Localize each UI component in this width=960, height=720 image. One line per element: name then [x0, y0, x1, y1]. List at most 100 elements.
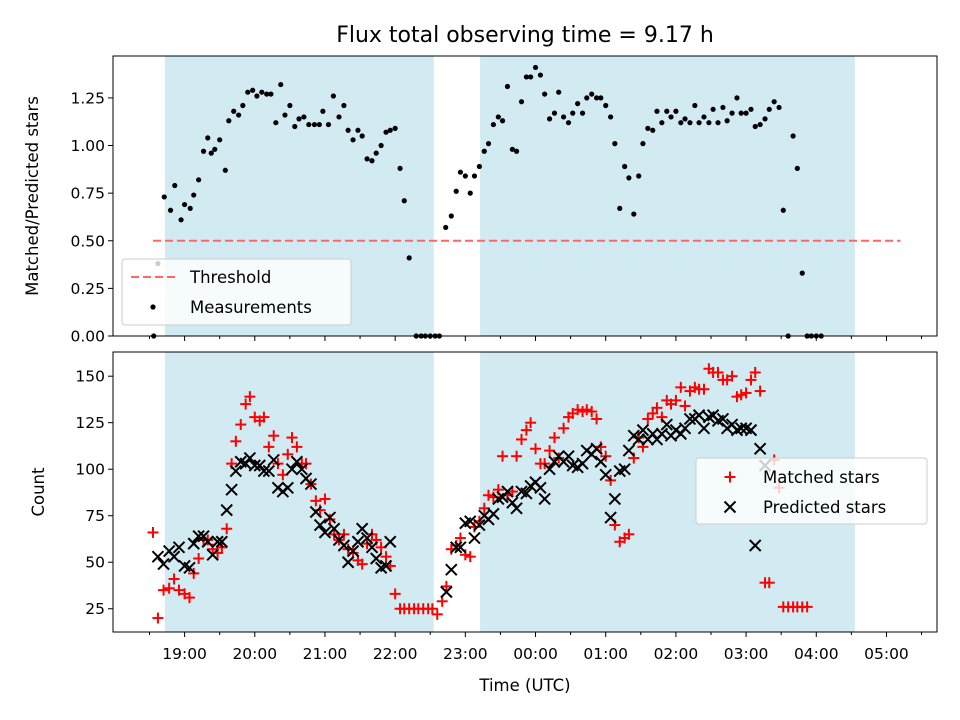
count-panel-frame — [112, 351, 938, 633]
x-tick-label: 23:00 — [443, 645, 488, 663]
predicted-point — [172, 541, 186, 554]
measurement-point — [598, 95, 604, 101]
x-tick-label: 00:00 — [513, 645, 558, 663]
measurement-point — [738, 110, 744, 116]
predicted-point — [379, 559, 393, 573]
measurement-point — [495, 114, 501, 120]
measurement-point — [724, 118, 730, 124]
x-tick-label: 20:00 — [232, 645, 277, 663]
measurement-point — [743, 110, 749, 116]
predicted-point — [716, 412, 730, 426]
measurement-point — [780, 207, 786, 213]
predicted-point — [608, 492, 622, 506]
measurement-point — [636, 173, 642, 179]
y-tick-label: 100 — [75, 461, 105, 479]
predicted-point — [295, 463, 309, 476]
predicted-point — [445, 563, 458, 576]
legend-predicted-label: Predicted stars — [763, 498, 886, 517]
predicted-point — [450, 541, 463, 554]
ratio-panel: 0.00 0.25 0.50 0.75 1.00 1.25 Matched/Predict… — [23, 55, 938, 346]
measurement-point — [392, 125, 398, 131]
predicted-point — [562, 449, 575, 463]
predicted-point — [192, 529, 205, 543]
predicted-point — [692, 409, 706, 422]
measurement-point — [448, 213, 454, 219]
x-tick-label: 22:00 — [373, 645, 418, 663]
y-tick-label: 0.00 — [70, 328, 105, 346]
count-panel: 25 50 75 100 125 150 19:00 20:00 21:00 22:00 23:0… — [29, 351, 938, 695]
measurement-point — [231, 108, 237, 114]
predicted-point — [697, 422, 711, 435]
measurement-point — [350, 137, 356, 143]
predicted-point — [151, 550, 165, 563]
predicted-point — [636, 423, 650, 437]
predicted-point — [534, 481, 547, 495]
measurement-point — [316, 121, 322, 128]
predicted-point — [566, 459, 579, 472]
y-tick-label: 1.00 — [70, 137, 105, 155]
measurement-point — [471, 173, 478, 179]
measurement-point — [673, 108, 679, 114]
measurement-point — [650, 127, 656, 133]
measurement-point — [264, 91, 270, 97]
measurement-point — [701, 114, 707, 120]
measurement-point — [771, 99, 777, 105]
measurement-point — [268, 91, 274, 97]
predicted-point — [744, 423, 758, 437]
predicted-point — [454, 541, 467, 554]
measurement-point — [687, 120, 693, 126]
y-tick-label: 1.25 — [70, 89, 105, 107]
measurement-point — [200, 148, 207, 154]
measurement-point — [513, 148, 520, 154]
count-ylabel: Count — [29, 467, 48, 517]
observing-window-2 — [480, 56, 855, 336]
measurement-point — [542, 91, 548, 97]
measurement-point — [490, 121, 497, 128]
predicted-point — [257, 464, 271, 478]
measurement-point — [710, 106, 716, 112]
measurement-point — [631, 211, 637, 217]
measurement-point — [296, 116, 302, 122]
measurement-point — [659, 120, 665, 126]
measurement-point — [565, 120, 572, 126]
predicted-point — [281, 481, 294, 495]
predicted-point — [543, 463, 556, 476]
count-legend-box — [695, 457, 928, 525]
measurement-point — [570, 110, 576, 116]
measurement-point — [729, 110, 735, 116]
ratio-ylabel: Matched/Predicted stars — [23, 96, 42, 296]
predicted-point — [243, 451, 257, 465]
predicted-point — [734, 422, 748, 435]
predicted-point — [157, 557, 170, 571]
legend-matched-swatch — [724, 471, 736, 483]
measurement-point — [330, 93, 336, 99]
x-tick-label: 01:00 — [583, 645, 628, 663]
measurement-point — [499, 118, 506, 124]
predicted-point — [234, 455, 247, 468]
predicted-point — [632, 433, 645, 446]
predicted-point — [576, 457, 589, 470]
measurement-point — [481, 148, 487, 154]
measurement-point — [306, 121, 312, 128]
predicted-point — [187, 537, 200, 550]
measurement-point — [336, 114, 342, 120]
ratio-panel-frame — [112, 55, 938, 337]
y-tick-label: 0.75 — [70, 185, 105, 203]
measurement-point — [378, 142, 384, 149]
measurement-point — [734, 95, 740, 101]
measurement-point — [226, 118, 232, 124]
measurement-point — [509, 146, 515, 152]
predicted-point — [520, 487, 533, 500]
measurement-point — [603, 102, 609, 109]
y-tick-label: 50 — [85, 554, 105, 572]
measurement-point — [668, 114, 674, 120]
measurement-point — [191, 192, 197, 198]
predicted-point — [267, 453, 280, 467]
measurement-point — [453, 188, 459, 194]
measurement-point — [355, 127, 361, 133]
legend-predicted-swatch — [723, 500, 737, 514]
y-tick-label: 0.50 — [70, 232, 105, 250]
measurement-point — [692, 102, 698, 109]
measurement-point — [292, 123, 298, 130]
measurement-point — [504, 83, 511, 90]
